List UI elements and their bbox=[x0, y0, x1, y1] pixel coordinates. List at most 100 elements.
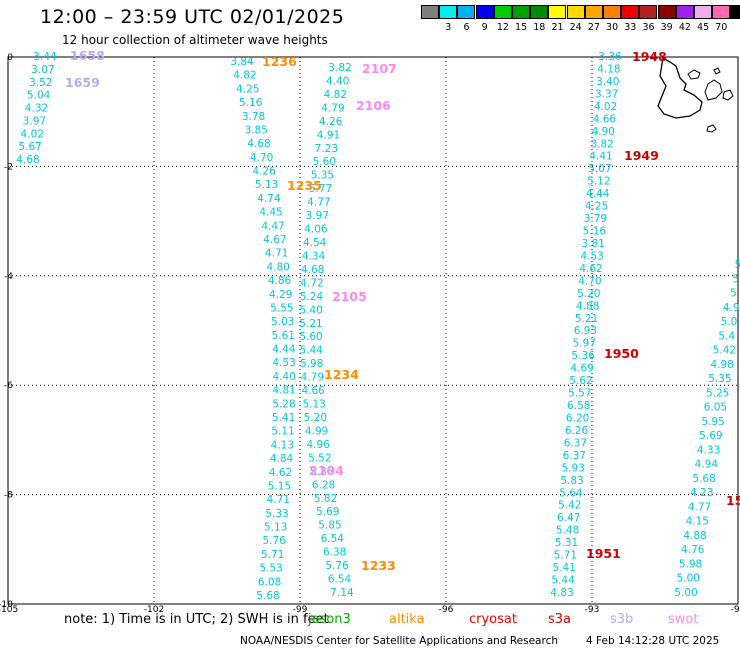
wave-height-value: 4.71 bbox=[265, 248, 288, 260]
pass-id-label: 2105 bbox=[332, 289, 367, 304]
colorbar-tick-label: 45 bbox=[697, 22, 710, 33]
wave-height-value: 4.53 bbox=[580, 250, 603, 262]
map-frame bbox=[7, 56, 739, 605]
wave-height-value: 5.16 bbox=[239, 97, 263, 109]
wave-height-value: 5 bbox=[735, 259, 740, 271]
wave-height-value: 3.78 bbox=[242, 111, 265, 123]
wave-height-value: 4.18 bbox=[597, 63, 620, 75]
pass-id-label: 1234 bbox=[324, 367, 359, 382]
pass-id-label: 1951 bbox=[586, 546, 621, 561]
colorbar-swatch bbox=[675, 5, 694, 19]
wave-height-value: 4.99 bbox=[305, 425, 328, 437]
colorbar-swatch bbox=[603, 5, 621, 19]
wave-height-value: 4.32 bbox=[25, 103, 48, 115]
wave-height-value: 5.60 bbox=[313, 156, 336, 168]
wave-height-value: 5.82 bbox=[314, 493, 337, 505]
wave-height-value: 3.40 bbox=[596, 76, 619, 88]
colorbar-tick-label: 21 bbox=[551, 22, 564, 33]
wave-height-value: 6.38 bbox=[323, 547, 346, 559]
wave-height-value: 4.72 bbox=[300, 277, 323, 289]
longitude-tick-label: -99 bbox=[293, 605, 308, 615]
wave-height-value: 5.64 bbox=[559, 487, 583, 499]
longitude-tick-label: -105 bbox=[0, 605, 18, 615]
wave-height-value: 3.52 bbox=[29, 77, 52, 89]
legend-item-swot: swot bbox=[668, 612, 699, 627]
colorbar-tick-label: 6 bbox=[463, 22, 470, 33]
galapagos-coastline bbox=[657, 56, 734, 133]
wave-height-value: 4.47 bbox=[261, 220, 284, 232]
colorbar-swatch bbox=[566, 5, 585, 19]
wave-height-value: 5.67 bbox=[18, 141, 41, 153]
wave-height-value: 5.98 bbox=[679, 558, 702, 570]
wave-height-value: 4.68 bbox=[247, 138, 270, 150]
wave-height-value: 5.21 bbox=[575, 313, 598, 325]
colorbar-tick-label: 42 bbox=[678, 22, 691, 33]
wave-height-value: 6.26 bbox=[565, 425, 589, 437]
colorbar-swatch bbox=[584, 5, 603, 19]
map-title: 12:00 – 23:59 UTC 02/01/2025 bbox=[40, 6, 345, 28]
wave-height-value: 6.54 bbox=[321, 533, 345, 545]
wave-height-value: 4.79 bbox=[321, 102, 344, 114]
wave-height-value: 7.14 bbox=[330, 587, 354, 599]
longitude-tick-label: -96 bbox=[439, 605, 454, 615]
wave-height-value: 5.4 bbox=[718, 330, 735, 342]
wave-height-value: 4.82 bbox=[324, 89, 347, 101]
wave-height-value: 4.84 bbox=[270, 453, 294, 465]
wave-height-value: 3.37 bbox=[595, 88, 618, 100]
wave-height-value: 4.68 bbox=[301, 264, 324, 276]
wave-height-value: 4.86 bbox=[268, 275, 292, 287]
pass-id-label: 1659 bbox=[65, 75, 100, 90]
pass-id-label: 2106 bbox=[356, 98, 391, 113]
wave-height-value: 6.37 bbox=[564, 437, 587, 449]
wave-height-value: 4.96 bbox=[307, 439, 331, 451]
wave-height-value: 5.85 bbox=[318, 520, 341, 532]
wave-height-value: 5.48 bbox=[556, 525, 579, 537]
wave-height-value: 4.66 bbox=[593, 113, 617, 125]
generation-timestamp: 4 Feb 14:12:28 UTC 2025 bbox=[586, 635, 720, 647]
wave-height-value: 5.93 bbox=[561, 462, 584, 474]
wave-height-value: 5.76 bbox=[263, 535, 287, 547]
wave-height-value: 5.12 bbox=[587, 176, 610, 188]
wave-height-value: 3.36 bbox=[598, 51, 622, 63]
wave-height-value: 6.93 bbox=[574, 325, 597, 337]
wave-height-value: 5.35 bbox=[708, 373, 731, 385]
wave-height-value: 5.68 bbox=[692, 473, 715, 485]
colorbar-swatch bbox=[639, 5, 658, 19]
wave-height-value: 3.82 bbox=[590, 138, 613, 150]
colorbar-swatch bbox=[512, 5, 530, 19]
wave-height-value: 4.69 bbox=[570, 363, 593, 375]
colorbar-tick-label: 70 bbox=[715, 22, 728, 33]
wave-height-value: 5.69 bbox=[699, 430, 722, 442]
wave-height-value: 5.76 bbox=[325, 560, 349, 572]
wave-height-value: 5.33 bbox=[265, 508, 288, 520]
wave-height-value: 5.20 bbox=[304, 412, 327, 424]
pass-id-label: 1949 bbox=[624, 148, 659, 163]
colorbar-tick-label: 18 bbox=[533, 22, 546, 33]
wave-height-value: 5.0 bbox=[721, 316, 738, 328]
wave-height-value: 4.02 bbox=[594, 101, 617, 113]
wave-height-value: 4.88 bbox=[576, 300, 599, 312]
pass-labels: 1658 1659 1236 1235 1234 1233 2107 2106 2105 2104… bbox=[65, 48, 740, 573]
wave-height-value: 4.44 bbox=[586, 188, 610, 200]
wave-height-value: 4.62 bbox=[269, 467, 292, 479]
wave-height-value: 5.52 bbox=[308, 452, 331, 464]
wave-height-value: 4.54 bbox=[303, 237, 327, 249]
wave-height-value: 4.15 bbox=[686, 516, 709, 528]
wave-height-value: 5.24 bbox=[300, 291, 324, 303]
wave-height-value: 5.36 bbox=[310, 466, 334, 478]
units-note: note: 1) Time is in UTC; 2) SWH is in fe… bbox=[64, 612, 329, 627]
legend-item-s3b: s3b bbox=[610, 612, 634, 627]
longitude-tick-label: -93 bbox=[585, 605, 600, 615]
wave-height-value: 4.88 bbox=[683, 530, 706, 542]
wave-height-value: 5.25 bbox=[706, 387, 729, 399]
wave-height-value: 4.40 bbox=[326, 75, 349, 87]
colorbar-swatch bbox=[712, 5, 731, 19]
wave-height-value: 4.79 bbox=[301, 372, 324, 384]
wave-height-value: 5.13 bbox=[264, 522, 287, 534]
wave-height-value: 5.95 bbox=[701, 416, 724, 428]
wave-height-value: 4.94 bbox=[695, 459, 719, 471]
wave-height-value: 5.60 bbox=[299, 331, 322, 343]
wave-height-value: 5.21 bbox=[299, 318, 322, 330]
wave-height-value: 6.20 bbox=[566, 412, 589, 424]
wave-height-value: 5.44 bbox=[551, 575, 575, 587]
